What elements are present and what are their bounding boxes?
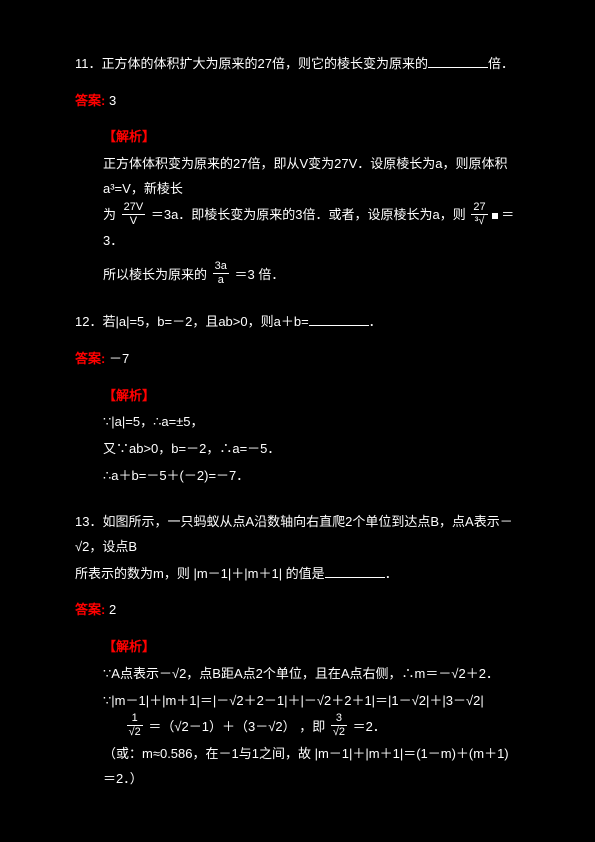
q11-explain-line3: 所以棱长为原来的 3aa ＝3 倍． <box>103 263 520 288</box>
q12-answer: －7 <box>109 351 129 366</box>
q11-e3-pre: 所以棱长为原来的 <box>103 267 207 282</box>
frac-num: 3a <box>213 261 229 274</box>
q13-stem-line1: 13．如图所示，一只蚂蚁从点A沿数轴向右直爬2个单位到达点B，点A表示－√2，设… <box>75 510 520 559</box>
q11-stem-text: 正方体的体积扩大为原来的27倍，则它的棱长变为原来的 <box>102 56 428 71</box>
q13-answer: 2 <box>109 602 116 617</box>
q12-blank <box>309 325 369 326</box>
q13-explain: 【解析】 ∵A点表示－√2，点B距A点2个单位，且在A点右侧，∴m＝－√2＋2．… <box>75 635 520 792</box>
q13-explain-line4: （或：m≈0.586，在－1与1之间，故 |m－1|＋|m＋1|＝(1－m)＋(… <box>103 742 520 791</box>
question-13: 13．如图所示，一只蚂蚁从点A沿数轴向右直爬2个单位到达点B，点A表示－√2，设… <box>75 510 520 586</box>
answer-label: 答案: <box>75 93 105 108</box>
q11-explain: 【解析】 正方体体积变为原来的27倍，即从V变为27V．设原棱长为a，则原体积a… <box>75 125 520 288</box>
frac-den: V <box>122 215 146 227</box>
answer-label: 答案: <box>75 602 105 617</box>
q13-stem1: 如图所示，一只蚂蚁从点A沿数轴向右直爬2个单位到达点B，点A表示－√2，设点B <box>75 514 513 554</box>
q13-number: 13． <box>75 514 102 529</box>
q11-answer-block: 答案: 3 <box>75 89 520 114</box>
q12-explain-line1: ∵|a|=5，∴a=±5， <box>103 410 520 435</box>
q13-e3-pre: ＝（√2－1）＋（3－√2） <box>148 719 295 734</box>
q13-stem2: 所表示的数为m，则 |m－1|＋|m＋1| 的值是 <box>75 566 325 581</box>
q12-answer-block: 答案: －7 <box>75 347 520 372</box>
q13-suffix: ． <box>385 566 398 581</box>
marker-icon <box>492 213 498 219</box>
frac-num: 27V <box>122 202 146 215</box>
explain-label: 【解析】 <box>103 639 155 654</box>
explain-label: 【解析】 <box>103 388 155 403</box>
q12-suffix: ． <box>369 314 382 329</box>
q13-e3-post: ＝2． <box>353 719 386 734</box>
q13-e3-comma: ，即 <box>299 719 325 734</box>
q11-frac2: 27³√ <box>471 202 487 227</box>
q12-stem-text: 若|a|=5，b=－2，且ab>0，则a＋b= <box>102 314 308 329</box>
frac-num: 1 <box>127 713 143 726</box>
q13-answer-block: 答案: 2 <box>75 598 520 623</box>
question-11: 11．正方体的体积扩大为原来的27倍，则它的棱长变为原来的 倍． <box>75 52 520 77</box>
q11-e2-pre: 为 <box>103 207 116 222</box>
q12-number: 12． <box>75 314 102 329</box>
q12-explain-line2: 又∵ab>0，b=－2，∴a=－5． <box>103 437 520 462</box>
q11-answer: 3 <box>109 93 116 108</box>
q12-stem: 12．若|a|=5，b=－2，且ab>0，则a＋b= ． <box>75 310 520 335</box>
frac-den: ³√ <box>471 215 487 227</box>
frac-den: a <box>213 274 229 286</box>
q13-stem-line2: 所表示的数为m，则 |m－1|＋|m＋1| 的值是 ． <box>75 562 520 587</box>
question-12: 12．若|a|=5，b=－2，且ab>0，则a＋b= ． <box>75 310 520 335</box>
q13-frac-b: 3√2 <box>331 713 347 738</box>
q11-e3-post: ＝3 倍． <box>235 267 285 282</box>
q13-explain-line2: ∵|m－1|＋|m＋1|＝|－√2＋2－1|＋|－√2＋2＋1|＝|1－√2|＋… <box>103 689 520 714</box>
frac-num: 3 <box>331 713 347 726</box>
q13-explain-line1: ∵A点表示－√2，点B距A点2个单位，且在A点右侧，∴m＝－√2＋2． <box>103 662 520 687</box>
frac-num: 27 <box>471 202 487 215</box>
q11-frac1: 27VV <box>122 202 146 227</box>
q11-stem: 11．正方体的体积扩大为原来的27倍，则它的棱长变为原来的 倍． <box>75 52 520 77</box>
q11-blank <box>428 67 488 68</box>
explain-label: 【解析】 <box>103 129 155 144</box>
frac-den: √2 <box>127 726 143 738</box>
q13-blank <box>325 577 385 578</box>
q11-suffix: 倍． <box>488 56 514 71</box>
q11-explain-line2: 为 27VV ＝3a．即棱长变为原来的3倍．或者，设原棱长为a，则 27³√ ＝… <box>103 203 520 253</box>
frac-den: √2 <box>331 726 347 738</box>
q11-e2-mid: ＝3a．即棱长变为原来的3倍．或者，设原棱长为a，则 <box>151 207 466 222</box>
q13-explain-line3: 1√2 ＝（√2－1）＋（3－√2） ，即 3√2 ＝2． <box>103 715 520 740</box>
q12-explain-line3: ∴a＋b=－5＋(－2)=－7． <box>103 464 520 489</box>
q11-explain-line1: 正方体体积变为原来的27倍，即从V变为27V．设原棱长为a，则原体积a³=V，新… <box>103 152 520 201</box>
answer-label: 答案: <box>75 351 105 366</box>
q11-number: 11． <box>75 56 102 71</box>
q13-frac-a: 1√2 <box>127 713 143 738</box>
q11-frac3: 3aa <box>213 261 229 286</box>
q12-explain: 【解析】 ∵|a|=5，∴a=±5， 又∵ab>0，b=－2，∴a=－5． ∴a… <box>75 384 520 489</box>
